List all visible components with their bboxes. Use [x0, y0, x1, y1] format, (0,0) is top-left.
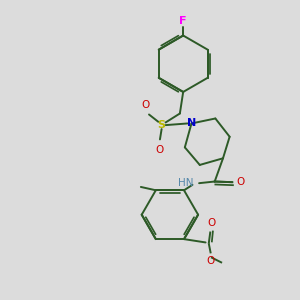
Text: F: F [179, 16, 187, 26]
Text: O: O [207, 218, 216, 228]
Text: O: O [142, 100, 150, 110]
Text: N: N [187, 118, 196, 128]
Text: O: O [206, 256, 215, 266]
Text: HN: HN [178, 178, 193, 188]
Text: O: O [236, 177, 244, 187]
Text: S: S [158, 120, 166, 130]
Text: O: O [156, 145, 164, 155]
